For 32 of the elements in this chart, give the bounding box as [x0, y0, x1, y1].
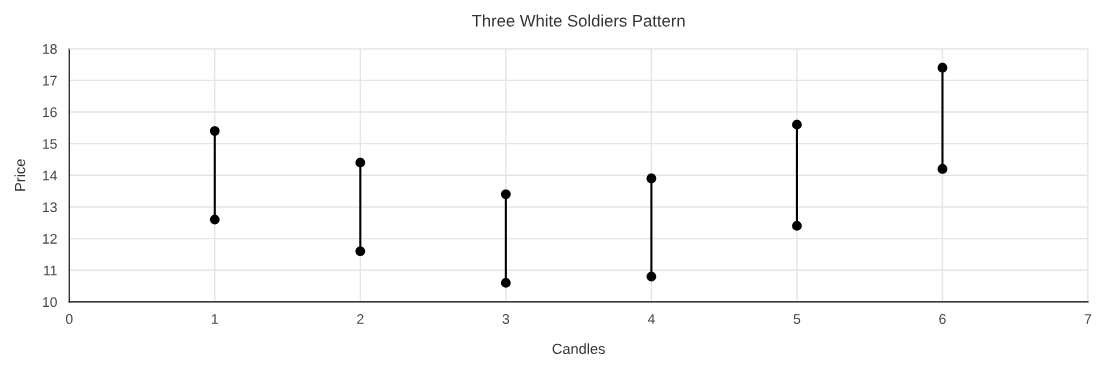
y-tick-label: 18 — [43, 44, 57, 54]
point — [209, 126, 220, 136]
x-axis-title: Candles — [552, 343, 605, 355]
y-tick-label: 10 — [43, 297, 57, 308]
x-tick-label: 4 — [647, 314, 655, 324]
point — [937, 164, 948, 174]
point — [355, 246, 366, 257]
y-axis-title: Price — [14, 159, 26, 191]
point — [500, 189, 511, 200]
point — [792, 119, 802, 130]
y-tick-label: 11 — [44, 265, 57, 276]
point — [937, 62, 948, 73]
y-tick-label: 15 — [43, 139, 57, 149]
x-tick-label: 3 — [502, 314, 510, 324]
point — [209, 214, 220, 225]
point — [646, 271, 657, 282]
point — [646, 173, 657, 184]
chart-title: Three White Soldiers Pattern — [472, 14, 685, 27]
x-tick-label: 2 — [357, 314, 364, 324]
x-tick-label: 5 — [793, 314, 801, 324]
x-tick-label: 7 — [1084, 314, 1092, 324]
point — [500, 278, 511, 288]
x-tick-label: 0 — [65, 314, 73, 324]
y-tick-label: 13 — [43, 202, 57, 213]
y-tick-label: 12 — [43, 233, 57, 244]
point — [792, 221, 802, 231]
y-tick-label: 14 — [43, 170, 58, 181]
x-tick-label: 6 — [939, 314, 946, 324]
point — [355, 157, 366, 168]
x-tick-label: 1 — [211, 314, 218, 324]
y-tick-label: 17 — [43, 75, 57, 86]
y-tick-label: 16 — [43, 107, 57, 118]
